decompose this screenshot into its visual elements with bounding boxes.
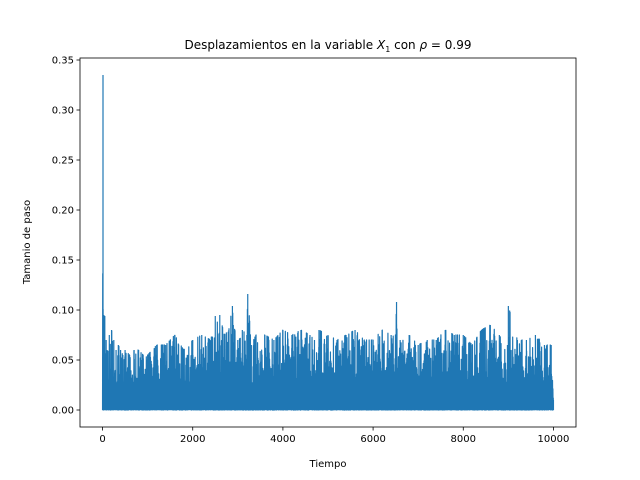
y-tick-label: 0.05	[52, 356, 74, 367]
x-tick-label: 4000	[270, 434, 295, 445]
y-tick-label: 0.20	[52, 206, 74, 217]
series-group	[101, 75, 555, 411]
x-tick-label: 0	[99, 434, 105, 445]
y-axis: 0.00 0.05 0.10 0.15 0.20 0.25 0.30 0.35	[52, 56, 80, 417]
y-tick-label: 0.15	[52, 256, 74, 267]
x-tick-label: 2000	[180, 434, 205, 445]
y-tick-label: 0.25	[52, 156, 74, 167]
x-tick-label: 10000	[538, 434, 570, 445]
y-tick-label: 0.10	[52, 306, 74, 317]
x-axis-label: Tiempo	[309, 459, 347, 470]
x-tick-label: 8000	[451, 434, 476, 445]
y-tick-label: 0.35	[52, 56, 74, 67]
y-tick-label: 0.30	[52, 106, 74, 117]
chart-title: Desplazamientos en la variable X1 con ρ …	[184, 38, 471, 54]
y-axis-label: Tamanio de paso	[22, 200, 33, 285]
plot-frame	[79, 57, 577, 428]
y-tick-label: 0.00	[52, 406, 74, 417]
x-tick-label: 6000	[360, 434, 385, 445]
x-axis: 0 2000 4000 6000 8000 10000	[99, 427, 569, 445]
plot-area	[79, 57, 577, 428]
series-line	[101, 75, 555, 411]
